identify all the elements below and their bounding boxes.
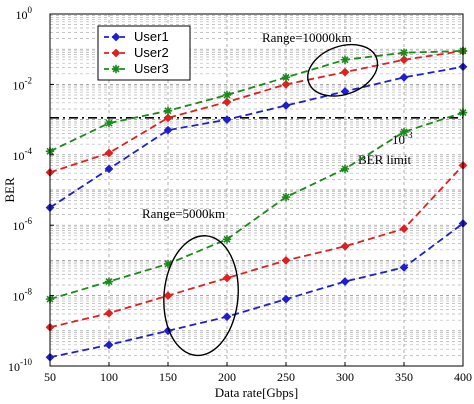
data-point	[222, 115, 232, 124]
ber-limit-text: BER limit	[358, 152, 411, 167]
x-tick-label: 350	[395, 370, 413, 384]
data-point	[222, 273, 232, 283]
grid-lines	[50, 14, 463, 366]
series-user3-5000km	[45, 108, 468, 304]
data-point	[399, 263, 409, 272]
data-point	[340, 164, 350, 174]
series-line	[49, 164, 464, 329]
axis-ticks: 50 100 150 200 250 300 350 400 10-10 10-8 10-6 10-4…	[8, 5, 472, 384]
data-point	[163, 106, 173, 115]
data-point	[281, 80, 291, 89]
data-point	[104, 148, 114, 158]
data-point	[104, 308, 114, 318]
legend-entry-user3: User3	[104, 61, 169, 76]
data-point	[340, 241, 350, 251]
data-point	[281, 192, 291, 202]
y-tick-label: 10-10	[8, 357, 32, 374]
y-tick-label: 10-4	[13, 146, 33, 163]
y-tick-label: 10-2	[13, 75, 33, 92]
series-line	[49, 222, 464, 359]
data-point	[281, 294, 291, 304]
series-line	[49, 111, 464, 300]
data-point	[281, 256, 291, 265]
annotations-group: Range=10000km Range=5000km	[142, 30, 379, 357]
legend-label: User3	[134, 61, 169, 76]
y-axis-label: BER	[2, 177, 17, 203]
legend-entry-user1: User1	[104, 29, 169, 44]
series-line	[49, 50, 464, 174]
x-tick-label: 100	[100, 370, 118, 384]
x-tick-label: 400	[454, 370, 472, 384]
series-user1-10000km	[45, 62, 468, 212]
series-line	[49, 65, 464, 209]
data-point	[163, 125, 173, 135]
data-point	[281, 73, 291, 82]
data-point	[111, 48, 121, 58]
data-point	[222, 90, 232, 100]
data-point	[104, 277, 114, 286]
legend-label: User2	[134, 45, 169, 60]
data-point	[399, 55, 409, 65]
range-10000km-ellipse	[307, 43, 379, 97]
y-tick-label: 10-8	[13, 287, 33, 304]
legend-entry-user2: User2	[104, 45, 169, 60]
x-tick-label: 200	[218, 370, 236, 384]
data-point	[111, 32, 121, 42]
data-point	[104, 164, 114, 174]
data-point	[222, 97, 232, 107]
data-point	[399, 72, 409, 82]
data-point	[222, 235, 232, 244]
data-point	[111, 64, 121, 74]
y-tick-label: 100	[16, 5, 33, 22]
plot-border	[49, 13, 464, 367]
x-tick-label: 150	[159, 370, 177, 384]
range-5000km-ellipse	[163, 235, 239, 357]
data-point	[399, 127, 409, 137]
data-point	[104, 118, 114, 128]
y-tick-label: 10-6	[13, 216, 33, 233]
data-point	[399, 224, 409, 234]
data-point	[399, 48, 409, 57]
data-point	[163, 113, 173, 123]
range-10000km-label: Range=10000km	[262, 30, 352, 45]
plot-frame	[49, 13, 464, 367]
x-tick-label: 300	[336, 370, 354, 384]
series-user2-5000km	[45, 160, 468, 332]
data-point	[340, 277, 350, 286]
data-point	[340, 67, 350, 77]
range-5000km-label: Range=5000km	[142, 206, 225, 221]
data-point	[222, 312, 232, 322]
data-point	[163, 326, 173, 336]
x-tick-label: 50	[44, 370, 56, 384]
legend-label: User1	[134, 29, 169, 44]
x-tick-label: 250	[277, 370, 295, 384]
data-point	[163, 259, 173, 269]
data-point	[281, 101, 291, 110]
series-group	[45, 46, 468, 362]
data-point	[340, 55, 350, 64]
data-point	[163, 291, 173, 300]
data-point	[104, 340, 114, 350]
x-axis-label: Data rate[Gbps]	[215, 385, 298, 400]
